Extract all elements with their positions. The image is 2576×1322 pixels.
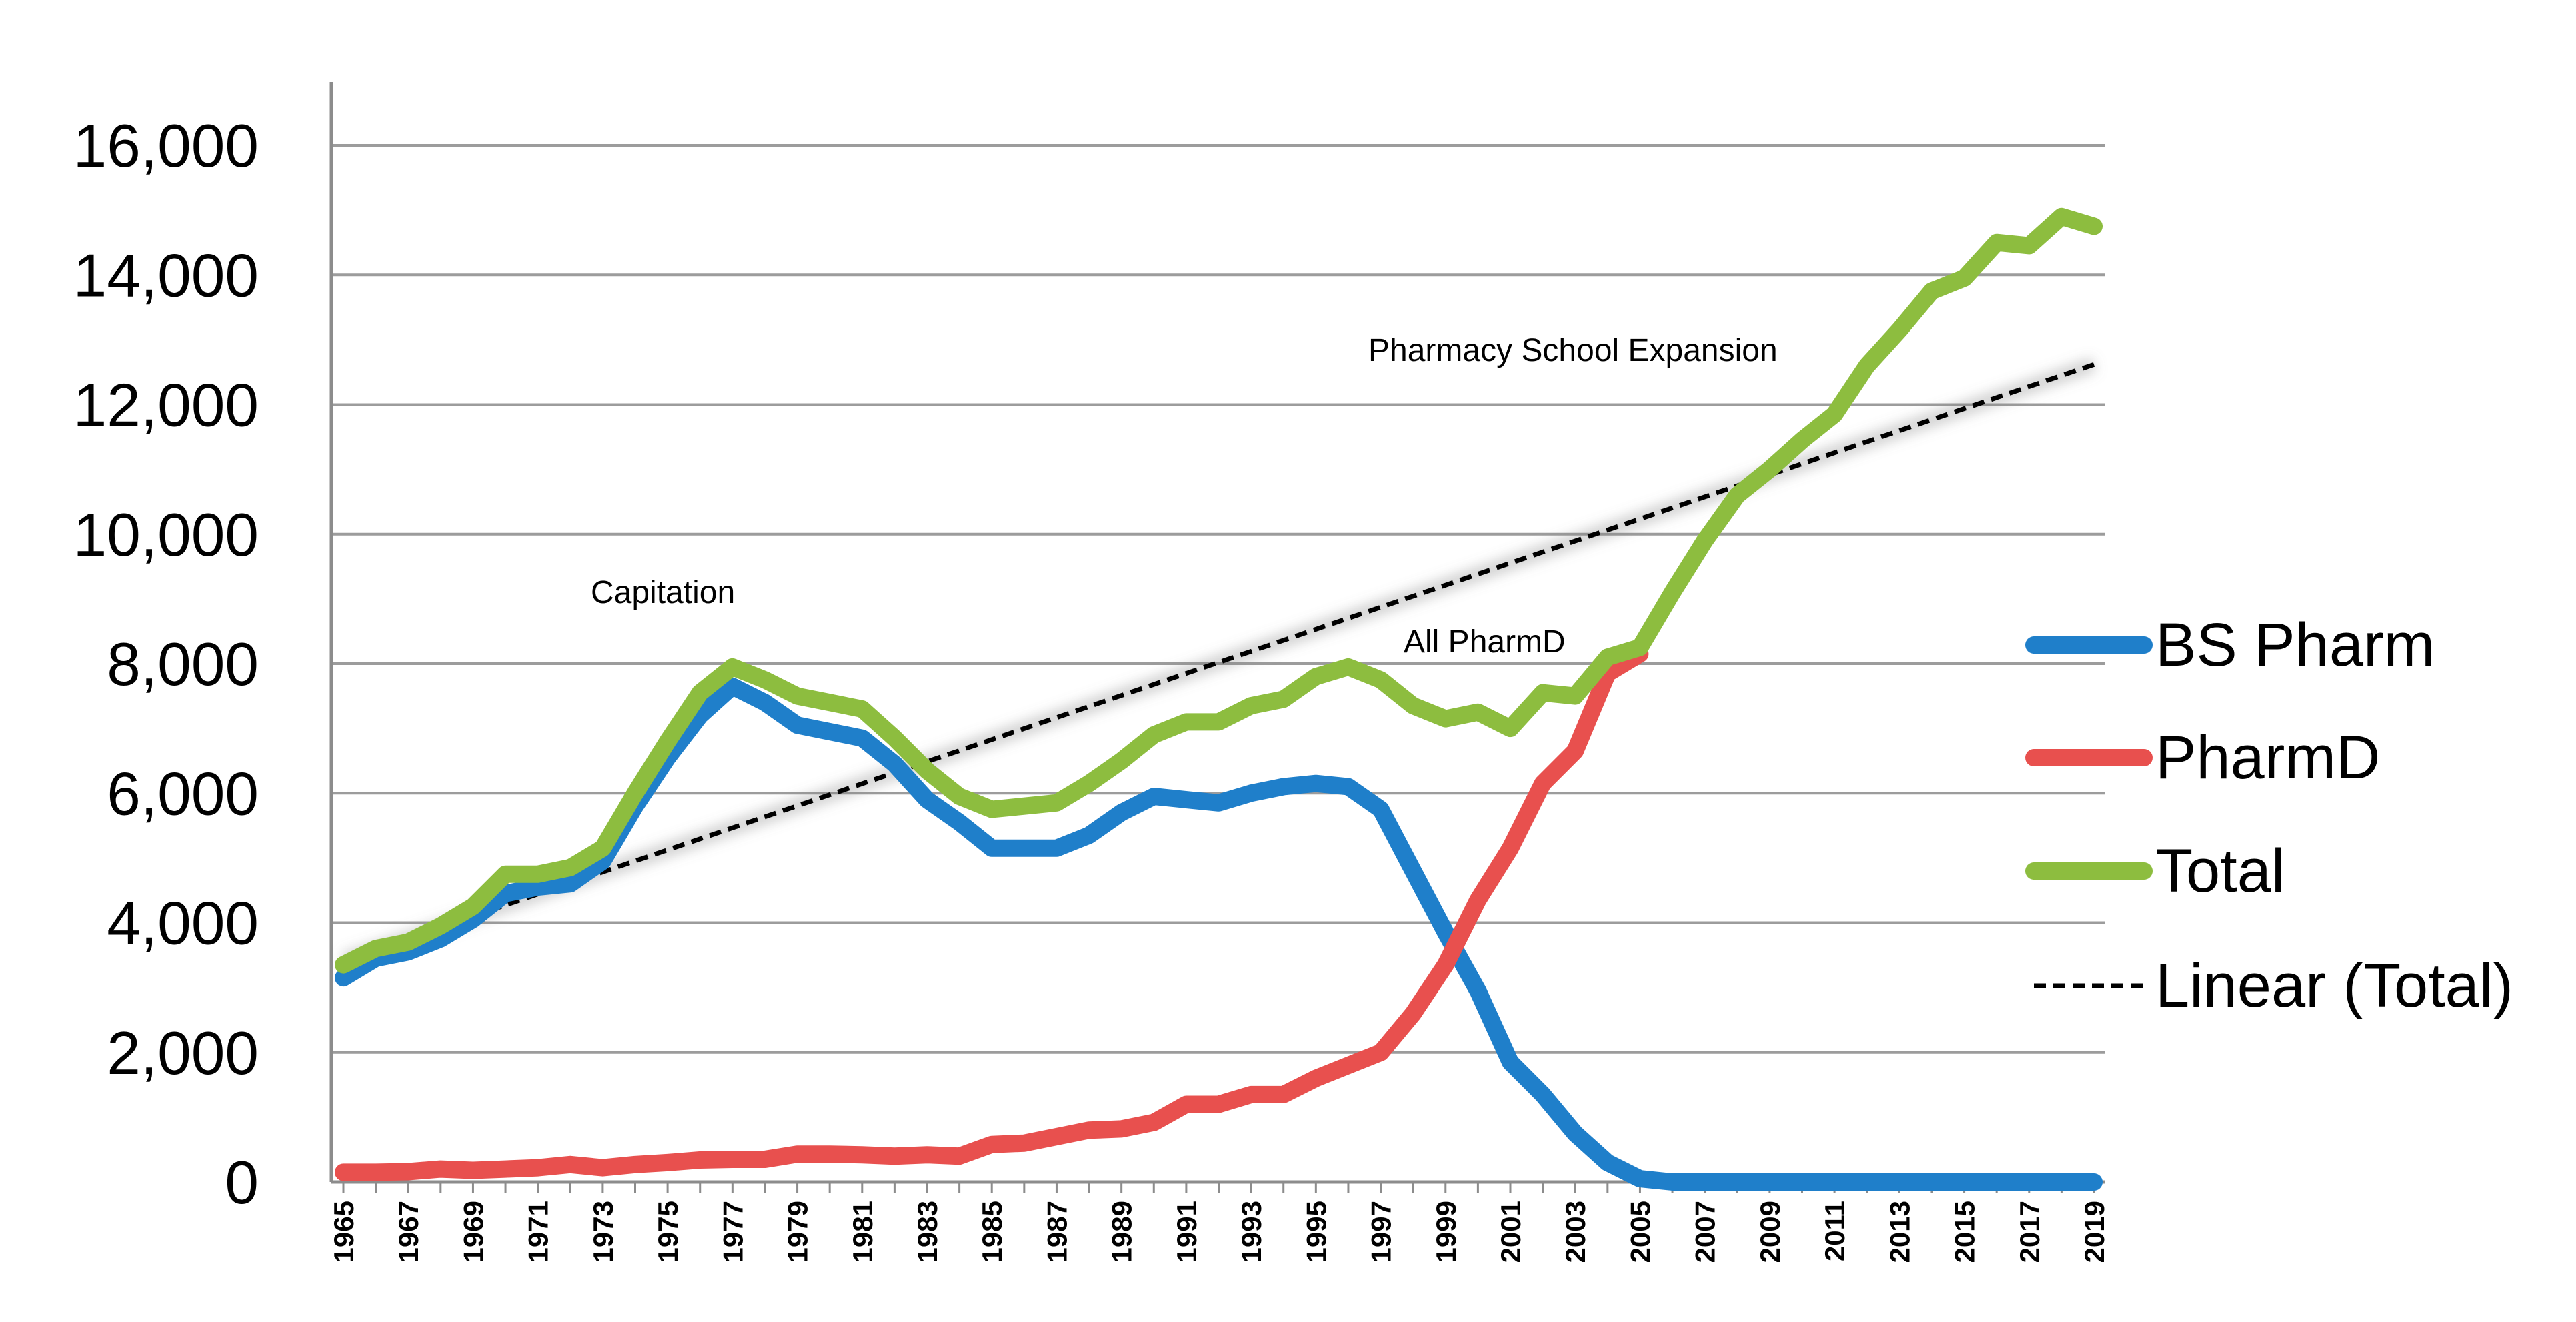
x-tick-label: 2013 (1884, 1201, 1915, 1263)
x-tick-label: 1999 (1430, 1201, 1462, 1263)
y-tick-label: 14,000 (73, 242, 259, 309)
x-tick-label: 2001 (1495, 1201, 1526, 1263)
legend-label-linear-total: Linear (Total) (2155, 952, 2513, 1020)
x-tick-label: 1987 (1041, 1201, 1072, 1263)
y-tick-label: 10,000 (73, 502, 259, 569)
x-tick-label: 2017 (2014, 1201, 2045, 1263)
x-tick-label: 1975 (652, 1201, 684, 1263)
legend: BS Pharm PharmD Total Linear (Total) (2025, 611, 2513, 1020)
x-tick-label: 1967 (393, 1201, 424, 1263)
x-tick-label: 1989 (1106, 1201, 1138, 1263)
y-tick-label: 12,000 (73, 372, 259, 440)
x-tick-label: 1991 (1171, 1201, 1202, 1263)
x-tick-label: 1983 (912, 1201, 943, 1263)
y-tick-label: 16,000 (73, 113, 259, 180)
axes (329, 82, 2105, 1193)
x-tick-label: 1993 (1236, 1201, 1267, 1263)
x-tick-label: 2007 (1690, 1201, 1721, 1263)
series-line-pharmd (335, 645, 1649, 1181)
x-tick-label: 1969 (457, 1201, 489, 1263)
x-tick-label: 2019 (2079, 1201, 2110, 1263)
series-lines (335, 207, 2103, 1191)
legend-label-bs-pharm: BS Pharm (2155, 611, 2435, 679)
trendline-shadow (341, 357, 2097, 968)
x-tick-label: 2009 (1754, 1201, 1786, 1263)
x-tick-label: 1977 (717, 1201, 748, 1263)
legend-label-total: Total (2155, 837, 2285, 905)
x-tick-label: 2011 (1819, 1201, 1850, 1261)
x-tick-label: 1979 (782, 1201, 814, 1263)
annotation-pharmacy-school-expansion: Pharmacy School Expansion (1368, 333, 1778, 368)
series-line-total (335, 207, 2103, 974)
y-tick-label: 2,000 (107, 1020, 259, 1087)
annotation-capitation: Capitation (591, 575, 735, 610)
x-tick-label: 2003 (1560, 1201, 1591, 1263)
y-tick-label: 8,000 (107, 631, 259, 698)
y-tick-label: 0 (225, 1149, 259, 1217)
y-tick-label: 4,000 (107, 890, 259, 958)
x-tick-label: 1971 (523, 1201, 554, 1263)
x-tick-label: 2005 (1624, 1201, 1656, 1263)
x-axis-tick-labels: 1965 1967 1969 1971 1973 1975 1977 1979 1981 1983… (328, 1201, 2110, 1263)
x-tick-label: 1965 (328, 1201, 359, 1263)
x-tick-label: 1973 (587, 1201, 619, 1263)
x-tick-label: 2015 (1949, 1201, 1981, 1263)
legend-label-pharmd: PharmD (2155, 724, 2380, 792)
x-tick-label: 1985 (976, 1201, 1008, 1263)
x-tick-label: 1995 (1300, 1201, 1332, 1263)
x-tick-label: 1997 (1366, 1201, 1397, 1263)
y-axis-tick-labels: 0 2,000 4,000 6,000 8,000 10,000 12,000 14,000 1… (73, 113, 259, 1217)
x-tick-label: 1981 (847, 1201, 878, 1263)
y-tick-label: 6,000 (107, 760, 259, 828)
annotation-all-pharmd: All PharmD (1404, 624, 1566, 660)
